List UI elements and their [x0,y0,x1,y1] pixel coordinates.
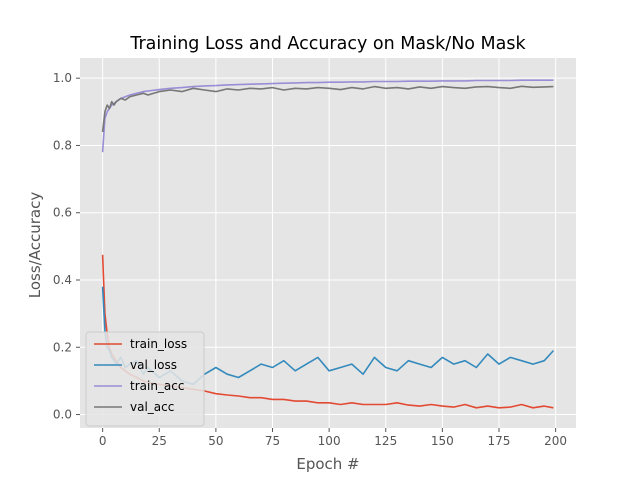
x-tick-label: 150 [431,434,454,448]
legend-label: train_loss [130,337,187,351]
x-tick-label: 100 [318,434,341,448]
y-axis-label: Loss/Accuracy [26,192,44,299]
y-tick-label: 0.6 [53,206,72,220]
y-tick-label: 0.8 [53,138,72,152]
legend-box [85,331,205,427]
x-tick-label: 0 [99,434,107,448]
legend-label: val_loss [130,358,177,372]
x-tick-label: 75 [265,434,280,448]
legend-label: train_acc [130,379,184,393]
series-line-train-acc [101,79,554,153]
x-tick-label: 175 [488,434,511,448]
y-ticks: 0.0 0.2 0.4 0.6 0.8 1.0 [53,71,80,422]
x-axis-label: Epoch # [296,455,359,473]
y-tick-label: 0.0 [53,408,72,422]
grid-lines [80,58,576,428]
chart-title: Training Loss and Accuracy on Mask/No Ma… [129,34,526,54]
x-tick-label: 50 [208,434,223,448]
y-tick-label: 0.4 [53,273,72,287]
legend-label: val_acc [130,400,174,414]
y-tick-label: 0.2 [53,340,72,354]
y-tick-label: 1.0 [53,71,72,85]
x-ticks: 0 25 50 75 100 125 150 175 200 [99,428,567,448]
legend: train_loss val_loss train_acc val_acc [85,331,205,427]
x-tick-label: 125 [374,434,397,448]
x-tick-label: 25 [152,434,167,448]
series-line-val-acc [101,85,554,133]
x-tick-label: 200 [544,434,567,448]
